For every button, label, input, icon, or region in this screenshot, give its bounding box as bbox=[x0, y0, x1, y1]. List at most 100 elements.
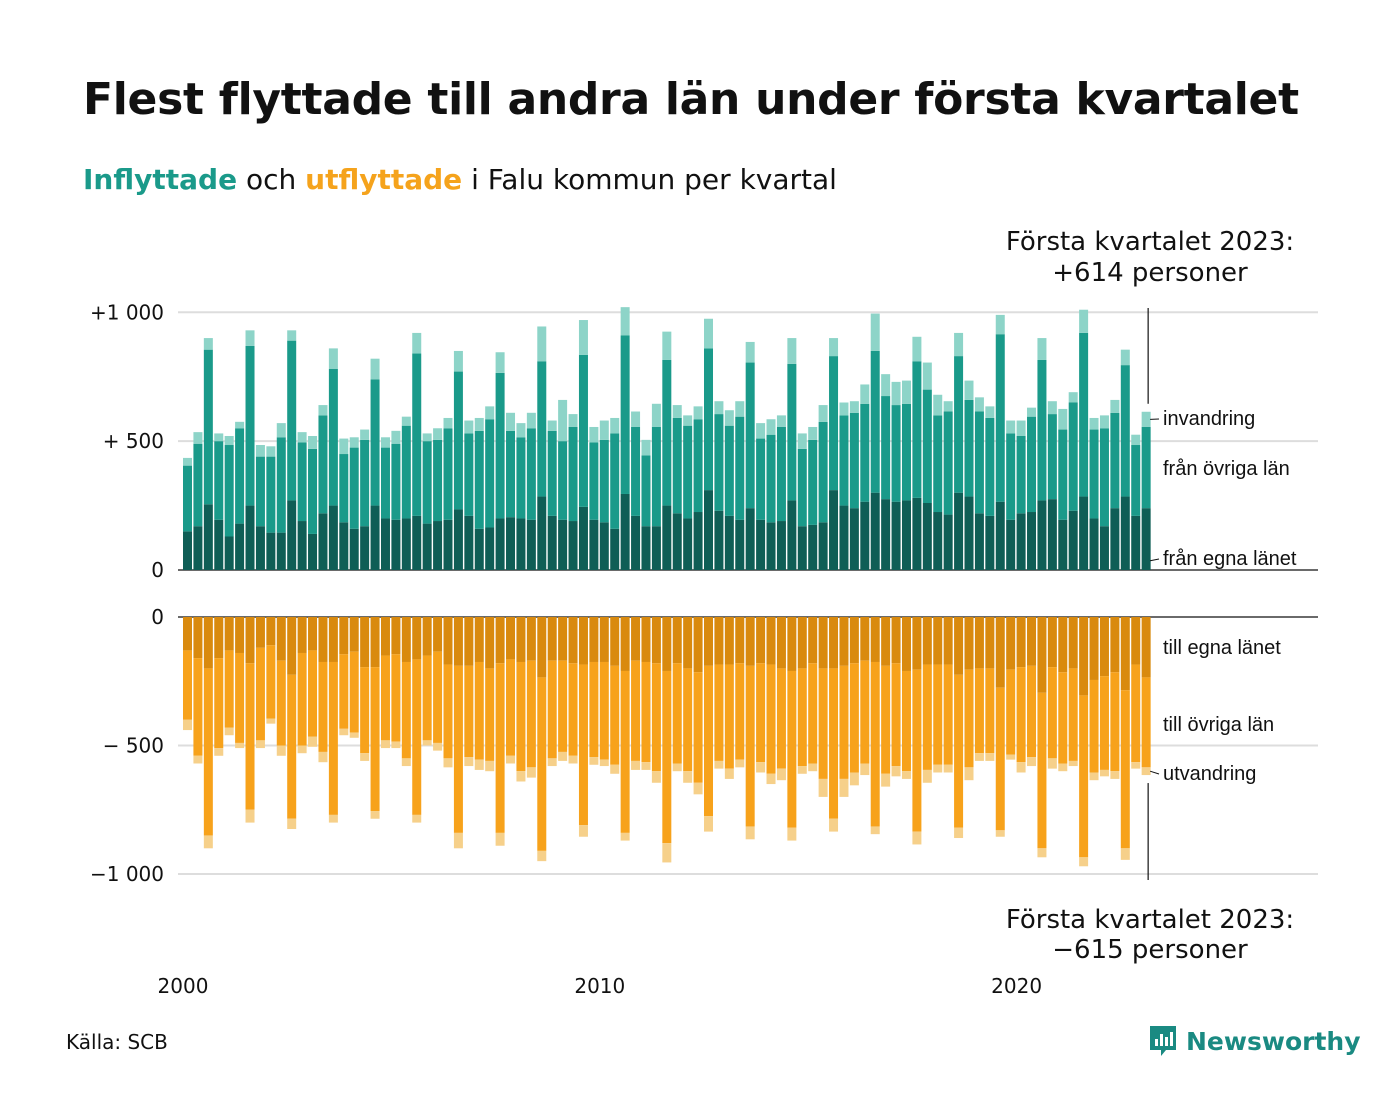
bar-in-other-counties bbox=[255, 456, 265, 527]
bar-in-own-county bbox=[1037, 500, 1047, 570]
bar-out-emigration bbox=[203, 835, 213, 849]
bar-in-immigration bbox=[443, 417, 453, 429]
bar-out-emigration bbox=[1037, 848, 1047, 858]
bar-in-immigration bbox=[662, 331, 672, 360]
bar-out-own-county bbox=[453, 617, 463, 666]
bar-in-immigration bbox=[933, 394, 943, 416]
bar-in-own-county bbox=[995, 501, 1005, 570]
bar-in-immigration bbox=[193, 432, 203, 444]
bar-in-immigration bbox=[422, 433, 432, 442]
subtitle-och: och bbox=[237, 163, 306, 196]
bar-out-other-counties bbox=[672, 663, 682, 764]
bar-out-emigration bbox=[797, 766, 807, 774]
bar-out-own-county bbox=[1089, 617, 1099, 680]
bar-in-own-county bbox=[276, 532, 286, 570]
bar-in-own-county bbox=[485, 527, 495, 570]
bar-in-other-counties bbox=[849, 412, 859, 509]
bar-out-own-county bbox=[464, 617, 474, 666]
bar-out-other-counties bbox=[495, 663, 505, 833]
bar-out-other-counties bbox=[714, 664, 724, 761]
bar-out-emigration bbox=[1079, 857, 1089, 867]
series-label-invandring: invandring bbox=[1163, 408, 1255, 430]
bar-out-emigration bbox=[391, 741, 401, 749]
bar-out-other-counties bbox=[610, 665, 620, 765]
bar-out-own-county bbox=[714, 617, 724, 665]
bar-out-own-county bbox=[391, 617, 401, 655]
bar-in-immigration bbox=[1027, 407, 1037, 417]
bar-out-own-county bbox=[516, 617, 526, 662]
x-tick-label: 2020 bbox=[991, 974, 1042, 998]
bar-out-other-counties bbox=[797, 668, 807, 767]
bar-in-immigration bbox=[339, 438, 349, 455]
bar-in-immigration bbox=[360, 429, 370, 440]
bar-in-own-county bbox=[901, 500, 911, 570]
bar-out-other-counties bbox=[349, 651, 359, 733]
bar-out-emigration bbox=[693, 782, 703, 795]
bar-in-immigration bbox=[849, 401, 859, 413]
bar-in-immigration bbox=[464, 420, 474, 434]
newsworthy-icon bbox=[1150, 1026, 1176, 1056]
bar-in-immigration bbox=[412, 332, 422, 354]
top-y-tick-label: + 500 bbox=[103, 429, 164, 453]
bar-in-immigration bbox=[901, 380, 911, 404]
bar-in-immigration bbox=[183, 457, 192, 466]
bar-out-own-county bbox=[818, 617, 828, 669]
bar-in-other-counties bbox=[474, 430, 484, 529]
bar-out-own-county bbox=[724, 617, 734, 665]
bar-in-immigration bbox=[203, 338, 213, 350]
bar-out-own-county bbox=[797, 617, 807, 669]
bar-in-own-county bbox=[224, 536, 234, 570]
bar-out-emigration bbox=[328, 814, 338, 823]
top-y-tick-label: 0 bbox=[151, 558, 164, 582]
bar-in-other-counties bbox=[401, 425, 411, 519]
bar-out-emigration bbox=[1141, 767, 1151, 776]
bar-in-own-county bbox=[526, 519, 536, 570]
bar-out-own-county bbox=[339, 617, 349, 655]
bar-out-own-county bbox=[933, 617, 943, 665]
bar-in-other-counties bbox=[1141, 426, 1151, 509]
chart-title: Flest flyttade till andra län under förs… bbox=[83, 74, 1299, 125]
bar-in-own-county bbox=[704, 490, 713, 570]
bar-out-own-county bbox=[495, 617, 505, 664]
bar-in-immigration bbox=[235, 421, 245, 429]
x-tick-label: 2000 bbox=[158, 974, 209, 998]
bar-in-other-counties bbox=[672, 417, 682, 514]
bar-out-other-counties bbox=[1089, 679, 1099, 773]
bar-in-immigration bbox=[818, 405, 828, 422]
bar-in-immigration bbox=[537, 326, 547, 362]
bar-out-own-county bbox=[255, 617, 265, 648]
bar-out-own-county bbox=[881, 617, 891, 666]
bar-in-own-county bbox=[1079, 496, 1089, 570]
bar-in-other-counties bbox=[735, 416, 745, 520]
series-label-utvandring: utvandring bbox=[1163, 763, 1256, 785]
bar-out-emigration bbox=[724, 768, 734, 779]
bar-in-other-counties bbox=[808, 439, 818, 525]
bar-out-own-county bbox=[704, 617, 713, 666]
bar-out-own-county bbox=[860, 617, 870, 661]
bar-out-other-counties bbox=[339, 654, 349, 729]
bar-out-own-county bbox=[224, 617, 234, 651]
bar-in-immigration bbox=[495, 352, 505, 373]
bar-in-immigration bbox=[756, 423, 766, 439]
bar-in-immigration bbox=[943, 401, 953, 412]
bar-out-own-county bbox=[318, 617, 328, 662]
bar-out-own-county bbox=[203, 617, 213, 669]
bar-in-immigration bbox=[610, 417, 620, 434]
bar-out-own-county bbox=[380, 617, 390, 656]
bar-in-other-counties bbox=[662, 359, 672, 506]
bar-in-immigration bbox=[860, 384, 870, 404]
bar-out-own-county bbox=[245, 617, 255, 664]
bar-in-immigration bbox=[672, 405, 682, 418]
bar-out-other-counties bbox=[995, 687, 1005, 831]
bar-out-other-counties bbox=[214, 658, 224, 749]
bar-in-own-county bbox=[558, 519, 568, 570]
series-label-fran-egna-lanet: från egna länet bbox=[1163, 548, 1297, 570]
bar-out-other-counties bbox=[474, 661, 484, 760]
bar-in-other-counties bbox=[360, 439, 370, 527]
bar-out-emigration bbox=[776, 768, 786, 781]
bar-in-immigration bbox=[620, 307, 630, 336]
bar-out-emigration bbox=[651, 771, 661, 783]
bar-out-other-counties bbox=[1047, 667, 1057, 759]
bar-out-emigration bbox=[1027, 757, 1037, 767]
bar-in-other-counties bbox=[193, 443, 203, 527]
